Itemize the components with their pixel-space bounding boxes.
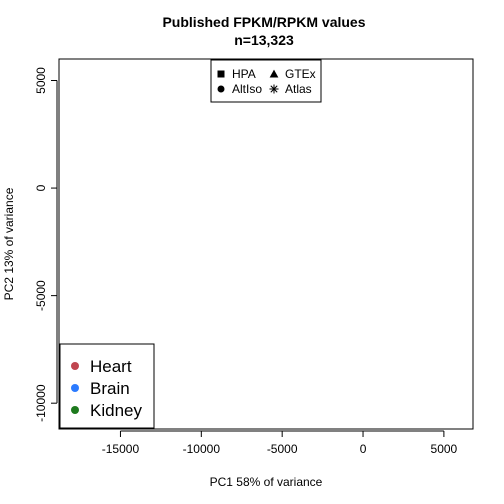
y-axis-label: PC2 13% of variance xyxy=(2,187,16,300)
shape-legend-label: AltIso xyxy=(232,82,262,96)
x-tick-label: -5000 xyxy=(267,442,298,456)
color-legend-label: Heart xyxy=(90,357,132,376)
color-legend-label: Brain xyxy=(90,379,130,398)
x-tick-label: -15000 xyxy=(102,442,140,456)
y-tick-label: -5000 xyxy=(34,280,48,311)
color-legend-marker xyxy=(71,406,79,414)
shape-legend: HPA GTEx AltIso Atlas xyxy=(211,60,321,102)
shape-legend-label: HPA xyxy=(232,67,256,81)
shape-legend-marker xyxy=(218,86,225,93)
color-legend-label: Kidney xyxy=(90,401,142,420)
y-tick-label: 0 xyxy=(34,184,48,191)
color-legend-marker xyxy=(71,362,79,370)
color-legend: Heart Brain Kidney xyxy=(60,344,154,428)
y-tick-label: 5000 xyxy=(34,67,48,94)
shape-legend-marker xyxy=(269,84,278,93)
chart-title: Published FPKM/RPKM values xyxy=(162,14,365,30)
x-tick-label: 5000 xyxy=(431,442,458,456)
shape-legend-marker xyxy=(218,71,225,78)
x-axis-label: PC1 58% of variance xyxy=(210,475,323,489)
shape-legend-label: Atlas xyxy=(285,82,312,96)
x-axis: -15000 -10000 -5000 0 5000 xyxy=(102,431,458,456)
x-tick-label: 0 xyxy=(360,442,367,456)
y-tick-label: -10000 xyxy=(34,384,48,422)
y-axis: -10000 -5000 0 5000 xyxy=(34,67,57,422)
x-tick-label: -10000 xyxy=(183,442,221,456)
chart-subtitle: n=13,323 xyxy=(234,32,294,48)
shape-legend-label: GTEx xyxy=(285,67,316,81)
color-legend-marker xyxy=(71,384,79,392)
